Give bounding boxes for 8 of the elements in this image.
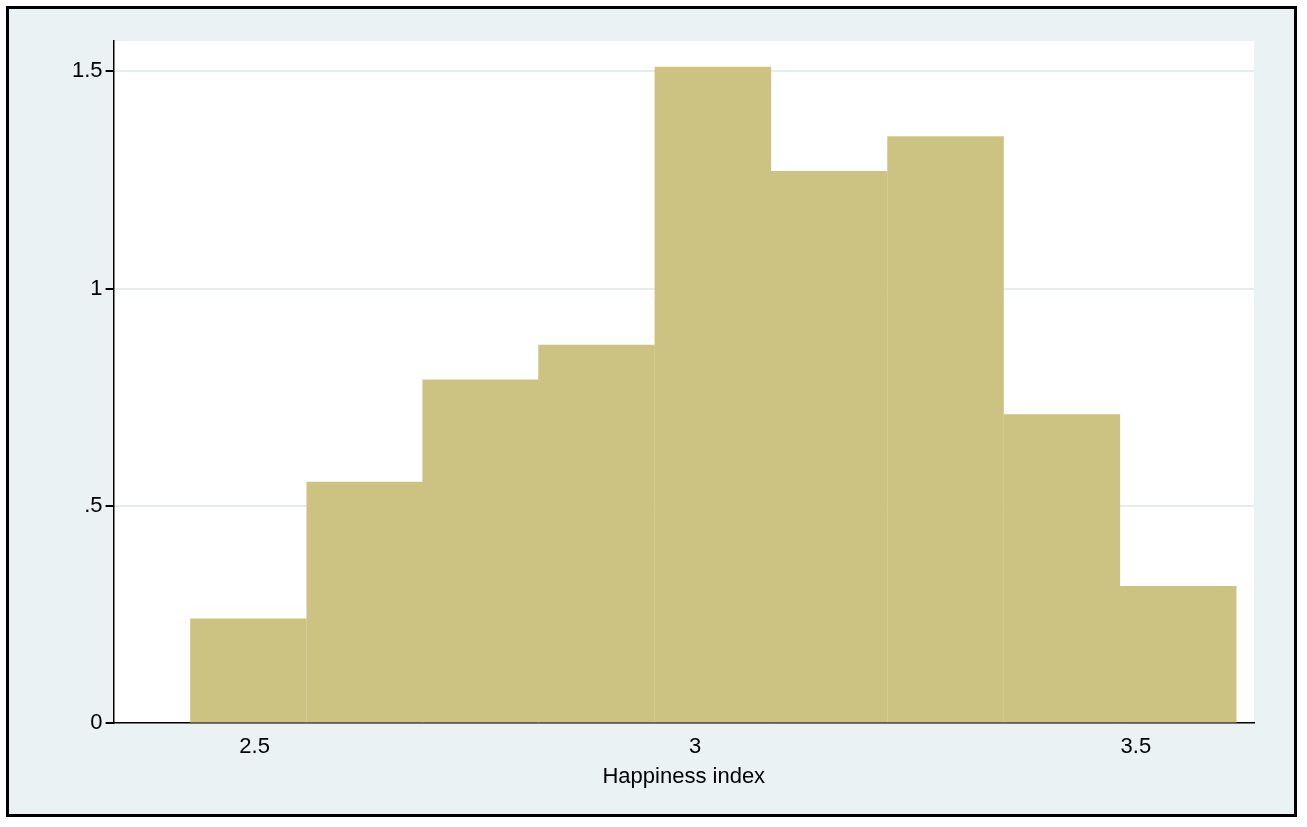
x-tick-label: 2.5 bbox=[239, 733, 270, 759]
x-tick-label: 3 bbox=[689, 733, 702, 759]
y-tick-label: 1.5 bbox=[71, 57, 103, 83]
y-tick-label: 1 bbox=[90, 274, 103, 300]
y-tick-label: 0 bbox=[90, 709, 103, 735]
x-tick-label: 3.5 bbox=[1120, 733, 1152, 759]
x-axis-title: Happiness index bbox=[602, 762, 766, 788]
y-tick-label: .5 bbox=[84, 492, 103, 517]
